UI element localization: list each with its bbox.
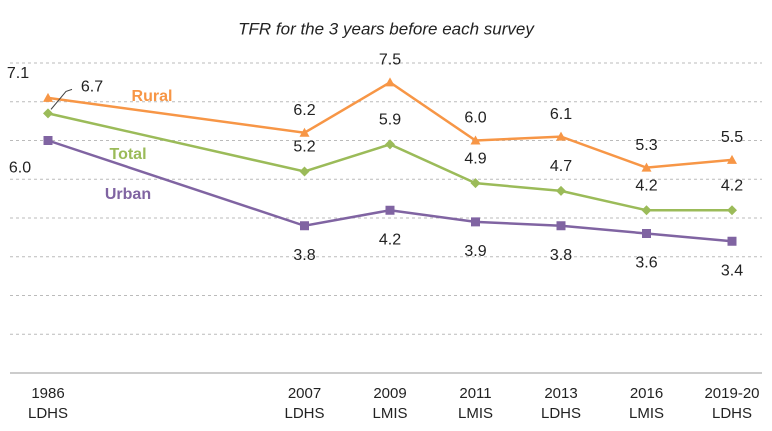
data-label: 5.2	[293, 139, 315, 156]
marker	[727, 236, 737, 246]
data-label: 7.1	[7, 65, 29, 82]
series-label: Rural	[132, 88, 173, 105]
marker	[300, 221, 309, 231]
marker	[556, 221, 566, 231]
data-label: 4.2	[635, 177, 657, 194]
x-tick-label: 2009 LMIS	[372, 385, 408, 422]
x-tick-label: 1986 LDHS	[27, 385, 68, 422]
marker	[641, 205, 652, 216]
marker	[43, 108, 53, 119]
x-tick-label: 2019-20 LDHS	[704, 385, 760, 422]
marker	[385, 205, 395, 215]
marker	[385, 77, 395, 87]
data-label: 3.4	[721, 262, 743, 279]
x-tick-label: 2007 LDHS	[284, 385, 325, 422]
chart-title: TFR for the 3 years before each survey	[238, 19, 535, 38]
data-label: 5.5	[721, 129, 743, 146]
series-label: Total	[109, 146, 146, 163]
series-label: Urban	[105, 186, 151, 203]
data-label: 4.9	[464, 150, 486, 167]
marker	[642, 229, 651, 238]
data-label: 4.7	[550, 158, 572, 175]
marker	[641, 162, 652, 172]
marker	[43, 92, 53, 102]
data-label: 6.1	[550, 106, 572, 123]
data-label: 3.9	[464, 243, 486, 260]
data-label: 6.0	[9, 160, 31, 177]
data-label: 4.2	[379, 231, 401, 248]
data-label: 3.8	[550, 247, 572, 264]
x-tick-label: 2013 LDHS	[540, 385, 581, 422]
marker	[43, 136, 53, 145]
data-label: 3.6	[635, 255, 657, 272]
leader-line	[50, 88, 73, 110]
marker	[470, 135, 481, 145]
x-tick-label: 2016 LMIS	[628, 385, 664, 422]
data-label: 3.8	[293, 247, 315, 264]
data-label: 6.7	[81, 79, 103, 96]
data-label: 7.5	[379, 52, 401, 69]
marker	[556, 185, 566, 196]
marker	[471, 217, 480, 227]
marker	[470, 178, 481, 189]
data-label: 5.9	[379, 112, 401, 129]
data-label: 6.2	[293, 102, 315, 119]
marker	[299, 166, 310, 177]
marker	[299, 127, 310, 137]
data-label: 4.2	[721, 177, 743, 194]
marker	[556, 131, 566, 141]
x-tick-label: 2011 LMIS	[457, 385, 493, 422]
marker	[727, 154, 737, 164]
marker	[727, 205, 737, 216]
marker	[385, 139, 395, 150]
data-label: 5.3	[635, 137, 657, 154]
data-label: 6.0	[464, 110, 486, 127]
